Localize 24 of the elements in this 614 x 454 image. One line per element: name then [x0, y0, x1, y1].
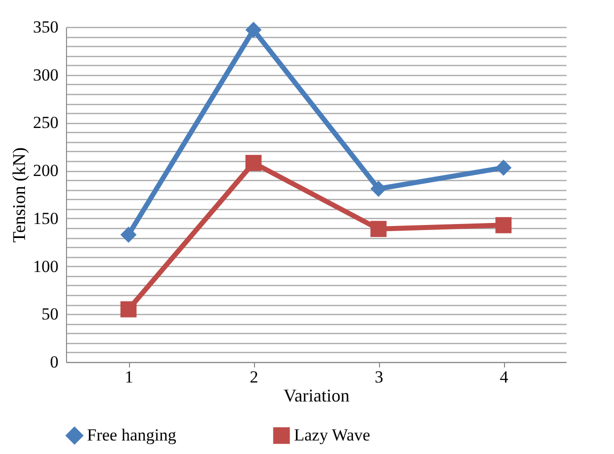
- point: [245, 22, 262, 38]
- point: [370, 180, 387, 197]
- y-tick-label: 100: [33, 256, 58, 276]
- y-tick-label: 0: [50, 352, 58, 372]
- y-tick-label: 300: [33, 65, 58, 84]
- x-tick-label: 3: [374, 368, 384, 386]
- y-tick-label: 50: [42, 304, 58, 324]
- point: [120, 226, 137, 243]
- y-axis-title: Tension (kN): [9, 147, 29, 243]
- legend-label: Lazy Wave: [294, 426, 370, 445]
- point: [245, 154, 262, 171]
- y-tick-label: 250: [33, 113, 58, 132]
- y-tick-label: 150: [33, 208, 58, 228]
- x-tick-label: 2: [250, 368, 258, 386]
- point: [495, 217, 512, 234]
- x-tick-label: 4: [500, 368, 509, 386]
- x-tick-label: 1: [124, 368, 134, 386]
- point: [495, 160, 512, 176]
- y-tick-label: 350: [33, 18, 58, 36]
- point: [120, 301, 137, 318]
- legend-label: Free hanging: [87, 426, 177, 445]
- point: [370, 220, 387, 238]
- y-tick-label: 200: [33, 161, 58, 180]
- x-axis-title: Variation: [284, 386, 350, 406]
